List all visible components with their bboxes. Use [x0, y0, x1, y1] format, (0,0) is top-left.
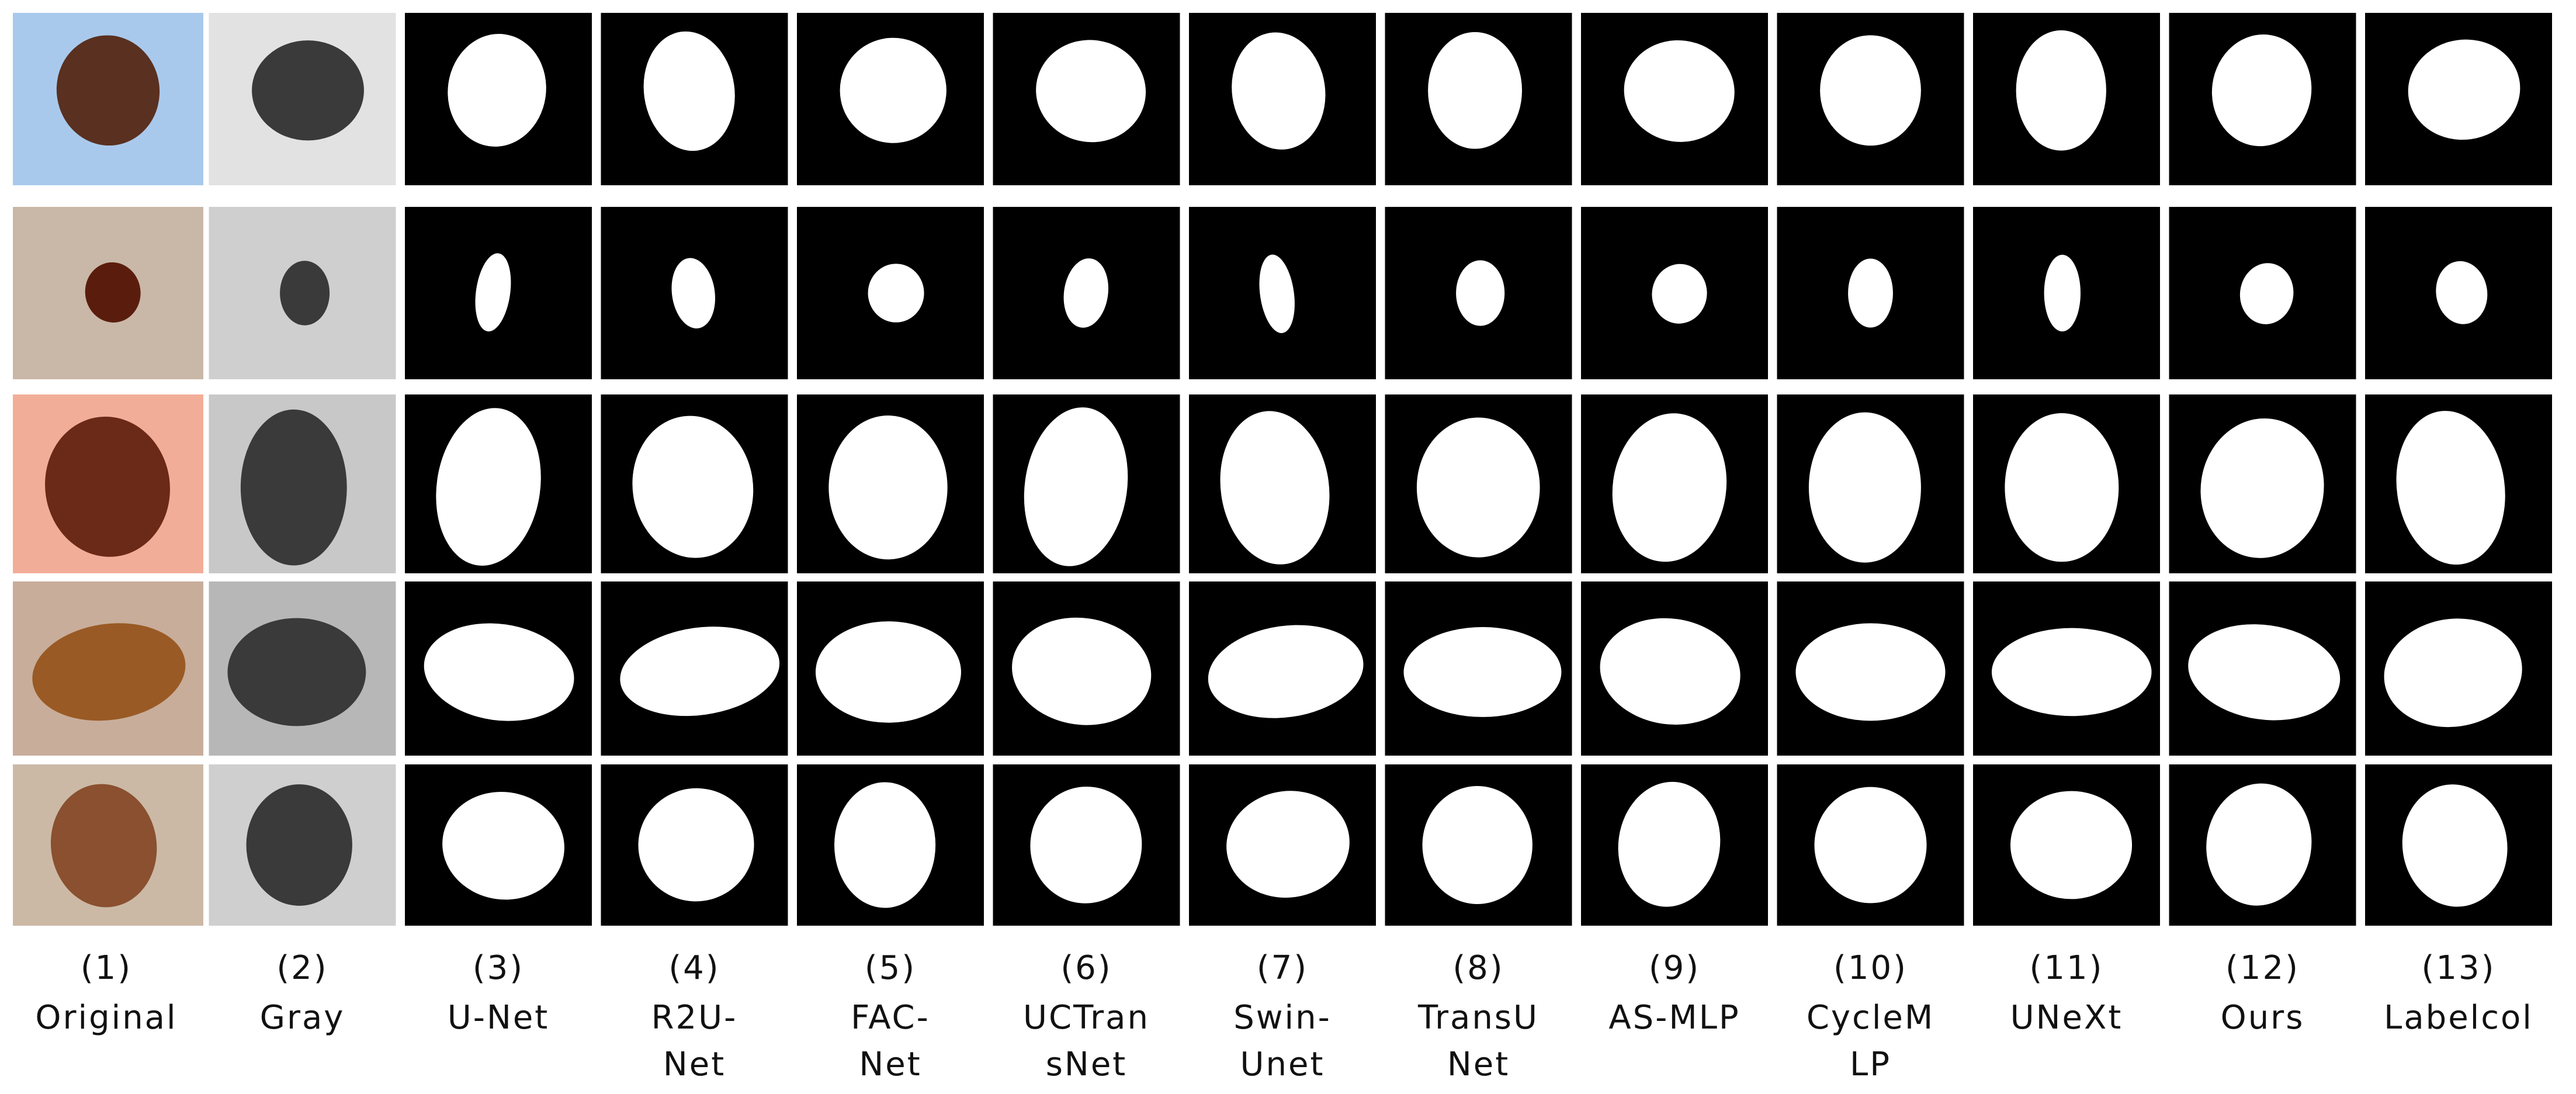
lesion-region	[643, 31, 735, 151]
lesion-region	[2239, 263, 2294, 324]
column-number: (12)	[2225, 949, 2300, 987]
lesion-region	[1030, 787, 1142, 903]
lesion-region	[2200, 418, 2324, 558]
column-name: Swin-	[1233, 999, 1332, 1037]
column-name: CycleM	[1807, 999, 1934, 1037]
lesion-region	[1428, 32, 1523, 149]
lesion-region	[448, 33, 546, 147]
lesion-region	[2206, 783, 2312, 906]
column-name: TransU	[1417, 999, 1539, 1037]
column-name: Original	[35, 999, 177, 1037]
lesion-region	[475, 253, 511, 332]
lesion-region	[1422, 786, 1533, 904]
lesion-region	[56, 35, 160, 146]
lesion-region	[246, 784, 352, 906]
column-name: UNeXt	[2010, 999, 2123, 1037]
column-number: (6)	[1060, 949, 1112, 987]
lesion-region	[2016, 30, 2106, 151]
lesion-region	[1795, 623, 1946, 721]
column-number: (8)	[1452, 949, 1504, 987]
lesion-region	[1232, 32, 1326, 150]
lesion-region	[1624, 40, 1735, 142]
lesion-region	[1456, 260, 1505, 326]
lesion-region	[240, 409, 347, 566]
lesion-region	[816, 621, 961, 723]
column-number: (9)	[1649, 949, 1700, 987]
lesion-region	[85, 262, 141, 323]
lesion-region	[638, 788, 754, 902]
column-number: (7)	[1257, 949, 1308, 987]
lesion-region	[1220, 411, 1330, 565]
column-name: Gray	[260, 999, 345, 1037]
column-name: Unet	[1240, 1045, 1325, 1083]
column-number: (13)	[2422, 949, 2496, 987]
lesion-region	[1652, 264, 1707, 324]
column-number: (4)	[668, 949, 720, 987]
lesion-region	[2436, 261, 2488, 324]
column-name: Net	[1447, 1045, 1510, 1083]
column-number: (3)	[473, 949, 524, 987]
lesion-region	[1848, 258, 1893, 328]
lesion-region	[1808, 412, 1921, 563]
lesion-region	[1063, 258, 1109, 328]
column-name: AS-MLP	[1608, 999, 1740, 1037]
lesion-region	[828, 415, 948, 560]
lesion-region	[1814, 787, 1927, 903]
lesion-region	[436, 408, 541, 566]
lesion-region	[671, 258, 716, 328]
column-number: (1)	[81, 949, 132, 987]
lesion-region	[2005, 413, 2119, 562]
lesion-region	[32, 623, 186, 721]
column-name: Labelcol	[2384, 999, 2533, 1037]
lesion-region	[834, 782, 936, 908]
column-number: (5)	[865, 949, 916, 987]
lesion-region	[50, 784, 157, 908]
column-number: (11)	[2030, 949, 2104, 987]
lesion-region	[1416, 417, 1540, 558]
column-name: LP	[1850, 1045, 1891, 1083]
lesion-region	[1600, 618, 1741, 725]
lesion-region	[1259, 254, 1295, 333]
lesion-region	[1618, 781, 1721, 907]
lesion-region	[1226, 791, 1350, 898]
lesion-region	[2384, 618, 2522, 728]
column-name: Ours	[2221, 999, 2305, 1037]
lesion-region	[1820, 35, 1921, 146]
lesion-region	[2188, 624, 2341, 721]
lesion-region	[1024, 407, 1128, 566]
lesion-region	[868, 264, 924, 323]
lesion-region	[1612, 413, 1727, 562]
column-name: Net	[663, 1045, 726, 1083]
lesion-region	[840, 37, 947, 143]
lesion-region	[632, 416, 754, 558]
column-number: (2)	[276, 949, 328, 987]
lesion-region	[1012, 617, 1152, 725]
lesion-region	[1992, 628, 2152, 716]
column-name: R2U-	[651, 999, 738, 1037]
lesion-region	[2044, 254, 2081, 332]
lesion-region	[1208, 625, 1364, 718]
lesion-region	[2396, 411, 2505, 565]
lesion-region	[45, 416, 170, 557]
lesion-region	[1403, 626, 1562, 717]
column-name: sNet	[1046, 1045, 1127, 1083]
column-name: UCTran	[1023, 999, 1150, 1037]
lesion-region	[424, 623, 574, 721]
column-name: Net	[859, 1045, 921, 1083]
lesion-region	[620, 626, 780, 716]
lesion-region	[252, 40, 364, 141]
column-name: U-Net	[448, 999, 550, 1037]
lesion-region	[2402, 784, 2508, 907]
lesion-region	[2211, 34, 2312, 147]
lesion-region	[2010, 791, 2133, 899]
column-number: (10)	[1833, 949, 1908, 987]
column-name: FAC-	[851, 999, 930, 1037]
lesion-region	[442, 792, 564, 900]
lesion-region	[280, 261, 330, 326]
lesion-region	[227, 618, 366, 726]
lesion-region	[2408, 39, 2520, 140]
lesion-region	[1036, 40, 1146, 143]
